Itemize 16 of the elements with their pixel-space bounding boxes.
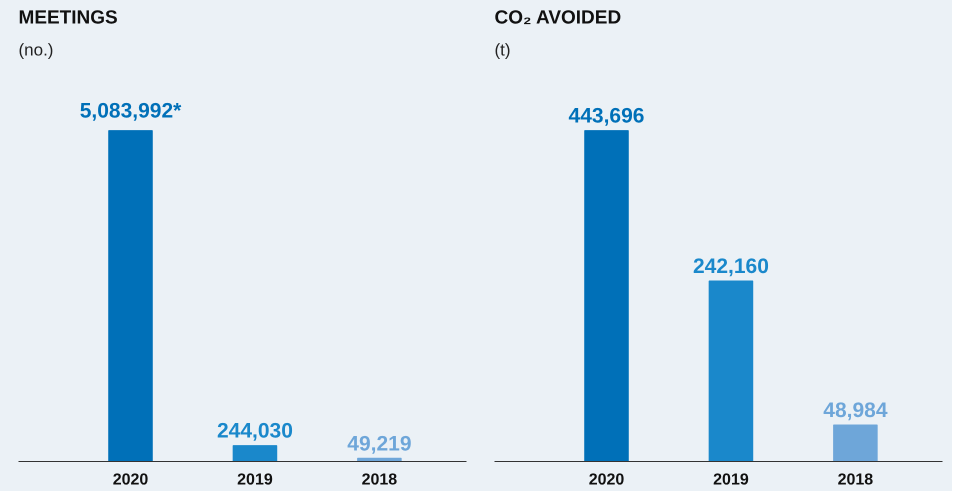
x-tick-label: 2018	[838, 472, 874, 488]
x-tick-label: 2020	[588, 472, 624, 488]
x-tick-label: 2019	[713, 472, 749, 488]
chart-subtitle: (t)	[494, 40, 511, 60]
data-label: 244,030	[216, 420, 293, 443]
x-tick-label: 2018	[362, 472, 398, 488]
x-tick-label: 2020	[112, 472, 148, 488]
chart-subtitle: (no.)	[18, 40, 54, 60]
data-label: 443,696	[568, 104, 644, 128]
data-label: 242,160	[692, 254, 769, 278]
x-tick-label: 2019	[237, 472, 273, 488]
chart-title: MEETINGS	[18, 8, 118, 28]
data-label: 48,984	[823, 398, 888, 422]
chart-title: CO₂ AVOIDED	[494, 8, 622, 28]
data-label: 49,219	[347, 432, 412, 456]
data-label: 5,083,992*	[80, 100, 182, 123]
